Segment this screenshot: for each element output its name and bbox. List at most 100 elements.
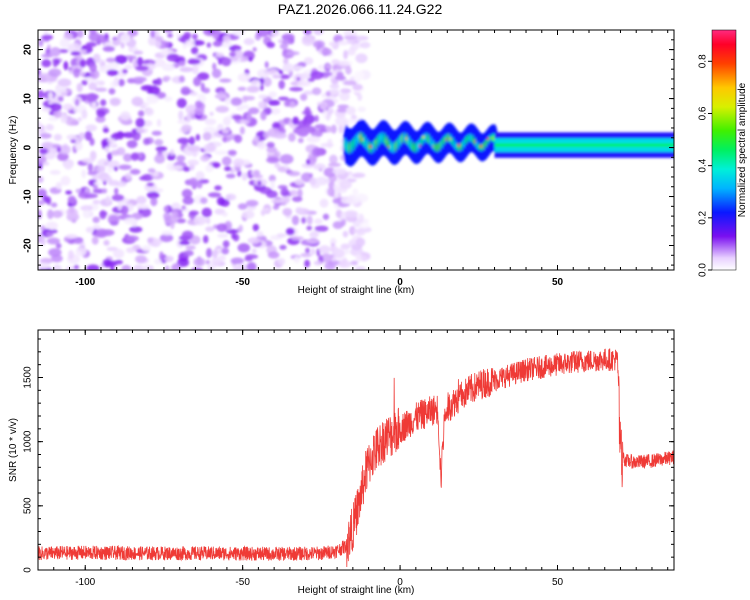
spectrogram-noise-blob (321, 93, 326, 98)
spectrogram-noise-blob (78, 132, 86, 140)
spectrogram-noise-blob (87, 170, 97, 176)
spectrogram-noise-blob (232, 265, 240, 270)
spectrogram-noise-blob (68, 206, 75, 214)
spectrogram-noise-blob (211, 257, 221, 267)
spectrogram-noise-blob (89, 150, 97, 161)
spectrogram-noise-blob (38, 209, 42, 220)
bottom-x-axis-label: Height of straight line (km) (298, 585, 415, 596)
spectrogram-noise-blob (243, 38, 255, 46)
spectrogram-noise-blob (107, 152, 113, 162)
spectrogram-noise-blob (97, 165, 106, 173)
spectrogram-noise-blob (237, 243, 251, 253)
y-tick-label: -20 (23, 238, 34, 253)
spectrogram-noise-blob (52, 58, 58, 68)
spectrogram-noise-blob (133, 264, 144, 270)
spectrogram-noise-blob (41, 59, 52, 68)
spectrogram-noise-blob (342, 230, 349, 238)
spectrogram-noise-blob (292, 116, 300, 126)
spectrogram-noise-blob (289, 101, 296, 108)
spectrogram-noise-blob (344, 249, 350, 255)
spectrogram-noise-blob (139, 176, 148, 181)
spectrogram-noise-blob (135, 255, 147, 264)
spectrogram-noise-blob (268, 174, 276, 182)
spectrogram-noise-blob (336, 71, 344, 79)
spectrogram-noise-blob (169, 148, 175, 156)
spectrogram-noise-blob (85, 226, 94, 233)
spectrogram-noise-blob (120, 111, 131, 121)
spectrogram-noise-blob (203, 143, 217, 153)
spectrogram-noise-blob (338, 260, 352, 269)
spectrogram-noise-blob (119, 33, 131, 44)
spectrogram-noise-blob (322, 213, 330, 220)
y-tick-label: 0 (23, 567, 34, 573)
spectrogram-noise-blob (237, 203, 248, 210)
spectrogram-noise-blob (283, 57, 289, 65)
snr-frame (37, 329, 675, 571)
spectrogram-noise-blob (164, 265, 170, 270)
spectrogram-noise-blob (313, 163, 326, 171)
spectrogram-noise-blob (238, 224, 243, 233)
spectrogram-noise-blob (63, 160, 73, 170)
spectrogram-noise-blob (136, 195, 147, 205)
spectrogram-noise-blob (104, 146, 110, 153)
spectrogram-noise-blob (171, 202, 181, 211)
spectrogram-noise-blob (123, 153, 133, 162)
colorbar-gradient (711, 29, 737, 271)
spectrogram-noise-blob (84, 193, 98, 199)
spectrogram-noise-blob (180, 86, 191, 96)
spectrogram-noise-blob (150, 30, 156, 38)
spectrogram-noise-blob (55, 181, 63, 190)
spectrogram-noise-blob (53, 109, 62, 119)
spectrogram-noise-blob (218, 58, 223, 65)
spectrogram-noise-blob (189, 91, 198, 96)
spectrogram-noise-blob (314, 124, 326, 130)
spectrogram-noise-blob (324, 261, 336, 270)
spectrogram-noise-blob (148, 36, 157, 46)
spectrogram-noise-blob (67, 195, 76, 204)
spectrogram-noise-blob (179, 75, 185, 83)
spectrogram-noise-blob (193, 76, 202, 87)
spectrogram-noise-blob (297, 119, 312, 128)
spectrogram-noise-blob (121, 264, 131, 270)
spectrogram-noise-blob (107, 215, 120, 225)
spectrogram-noise-blob (268, 99, 281, 106)
spectrogram-noise-blob (232, 30, 246, 37)
spectrogram-noise-blob (181, 124, 193, 133)
spectrogram-noise-blob (200, 197, 208, 204)
spectrogram-noise-blob (169, 165, 183, 170)
spectrogram-noise-blob (248, 56, 253, 62)
spectrogram-noise-blob (48, 248, 62, 257)
spectrogram-noise-blob (339, 180, 352, 190)
spectrogram-noise-blob (85, 124, 97, 132)
spectrogram-noise-blob (292, 128, 304, 135)
spectrogram-noise-blob (327, 187, 332, 196)
spectrogram-noise-blob (151, 130, 162, 136)
spectrogram-noise-blob (256, 230, 264, 237)
spectrogram-noise-blob (114, 54, 128, 64)
spectrogram-noise-blob (247, 107, 260, 115)
spectrogram-noise-blob (44, 197, 51, 204)
spectrogram-noise-blob (191, 267, 203, 270)
spectrogram-noise-blob (355, 193, 369, 203)
spectrogram-noise-blob (321, 47, 332, 56)
spectrogram-noise-blob (221, 56, 232, 67)
spectrogram-noise-blob (319, 101, 328, 110)
spectrogram-noise-blob (306, 238, 320, 244)
spectrogram-noise-blob (283, 163, 289, 169)
spectrogram-noise-blob (93, 53, 101, 62)
spectrogram-noise-blob (135, 65, 149, 71)
spectrogram-noise-blob (126, 140, 138, 149)
spectrogram-noise-blob (74, 141, 83, 151)
spectrogram-noise-blob (360, 41, 371, 49)
spectrogram-noise-blob (70, 51, 81, 56)
spectrogram-noise-blob (42, 161, 50, 166)
spectrogram-noise-blob (101, 188, 108, 194)
spectrogram-noise-blob (88, 31, 100, 42)
y-tick-label: 10 (23, 93, 34, 105)
spectrogram-noise-blob (216, 196, 225, 206)
spectrogram-noise-blob (38, 200, 46, 206)
spectrogram-noise-blob (221, 129, 230, 134)
spectrogram-noise-blob (268, 91, 278, 98)
spectrogram-noise-blob (328, 41, 337, 47)
spectrogram-noise-blob (75, 188, 82, 194)
